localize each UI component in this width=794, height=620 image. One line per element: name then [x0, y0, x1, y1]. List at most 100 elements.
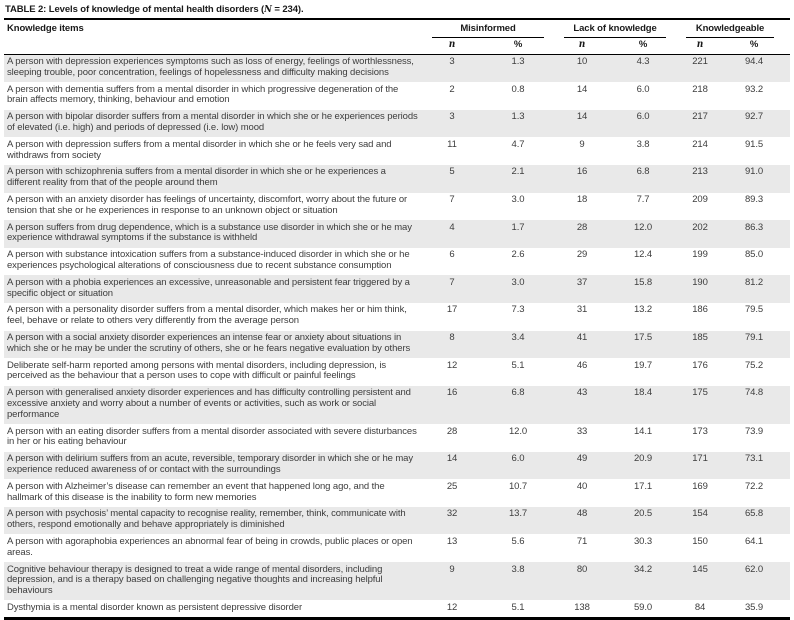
- table-row: Deliberate self-harm reported among pers…: [4, 358, 790, 386]
- count-cell: 28: [576, 221, 588, 233]
- percent-cell: 89.3: [744, 194, 764, 206]
- percent-cell: 65.8: [744, 508, 764, 520]
- column-header-knowledge-items: Knowledge items: [7, 23, 84, 34]
- percent-cell: 73.9: [744, 425, 764, 437]
- table-row: A person suffers from drug dependence, w…: [4, 220, 791, 248]
- knowledge-item-cell: A person with a social anxiety disorder …: [7, 332, 411, 354]
- percent-cell: 75.2: [744, 359, 764, 371]
- group-header-row: Knowledge items Misinformed Lack of know…: [4, 20, 790, 38]
- table-row: A person with an anxiety disorder has fe…: [4, 193, 790, 221]
- percent-cell: 6.0: [636, 111, 650, 123]
- knowledge-item-cell: Deliberate self-harm reported among pers…: [7, 359, 387, 382]
- count-cell: 5: [449, 166, 455, 178]
- count-cell: 2: [449, 83, 455, 95]
- count-cell: 28: [446, 425, 458, 437]
- percent-cell: 3.8: [636, 138, 650, 150]
- count-cell: 13: [446, 535, 458, 547]
- knowledge-item-cell: A person suffers from drug dependence, w…: [7, 221, 412, 244]
- percent-cell: 91.0: [744, 166, 764, 178]
- table-title-suffix: = 234).: [271, 4, 304, 15]
- count-cell: 32: [446, 508, 458, 520]
- knowledge-item-cell: Dysthymia is a mental disorder known as …: [7, 601, 303, 613]
- percent-cell: 62.0: [744, 563, 764, 575]
- percent-cell: 1.7: [511, 221, 525, 233]
- knowledge-item-cell: A person with Alzheimer’s disease can re…: [7, 480, 385, 503]
- percent-cell: 4.3: [636, 56, 650, 68]
- table-row: A person with depression experiences sym…: [4, 54, 791, 83]
- group-label: Lack of knowledge: [564, 23, 667, 38]
- count-cell: 3: [449, 56, 455, 68]
- subheader-percent: %: [749, 38, 759, 50]
- percent-cell: 15.8: [633, 276, 653, 288]
- table-row: A person with agoraphobia experiences an…: [4, 534, 790, 562]
- count-cell: 10: [576, 56, 588, 68]
- count-cell: 12: [446, 359, 458, 371]
- table-row: A person with depression suffers from a …: [4, 137, 790, 165]
- percent-cell: 93.2: [744, 83, 764, 95]
- count-cell: 4: [449, 221, 455, 233]
- count-cell: 186: [692, 304, 708, 316]
- count-cell: 145: [692, 563, 708, 575]
- count-cell: 14: [446, 453, 458, 465]
- count-cell: 46: [576, 359, 588, 371]
- percent-cell: 17.1: [633, 480, 653, 492]
- percent-cell: 85.0: [744, 249, 764, 261]
- percent-cell: 92.7: [744, 111, 764, 123]
- percent-cell: 81.2: [744, 276, 764, 288]
- knowledge-item-cell: A person with an eating disorder suffers…: [7, 425, 417, 448]
- table-row: A person with Alzheimer’s disease can re…: [4, 479, 790, 507]
- knowledge-item-cell: A person with delirium suffers from an a…: [7, 453, 413, 475]
- count-cell: 84: [694, 601, 706, 613]
- knowledge-item-cell: A person with bipolar disorder suffers f…: [7, 111, 418, 134]
- count-cell: 209: [692, 194, 708, 206]
- table-row: Dysthymia is a mental disorder known as …: [4, 600, 790, 617]
- table-row: A person with generalised anxiety disord…: [4, 385, 791, 425]
- knowledge-table: Knowledge items Misinformed Lack of know…: [4, 20, 791, 617]
- count-cell: 48: [576, 508, 588, 520]
- percent-cell: 6.0: [636, 83, 650, 95]
- table-title: TABLE 2: Levels of knowledge of mental h…: [4, 2, 790, 20]
- percent-cell: 72.2: [744, 480, 764, 492]
- count-cell: 18: [576, 194, 588, 206]
- table-header: Knowledge items Misinformed Lack of know…: [4, 20, 791, 55]
- count-cell: 213: [692, 166, 708, 178]
- percent-cell: 5.1: [511, 359, 525, 371]
- table-row: A person with a phobia experiences an ex…: [4, 275, 791, 303]
- percent-cell: 6.8: [511, 387, 525, 399]
- knowledge-item-cell: A person with depression suffers from a …: [7, 138, 392, 161]
- percent-cell: 35.9: [744, 601, 764, 613]
- count-cell: 169: [692, 480, 708, 492]
- count-cell: 171: [692, 453, 708, 465]
- table-body: A person with depression experiences sym…: [4, 54, 791, 617]
- group-header-knowledgeable: Knowledgeable: [682, 20, 790, 38]
- count-cell: 16: [446, 387, 458, 399]
- knowledge-item-cell: A person with agoraphobia experiences an…: [7, 535, 413, 558]
- percent-cell: 2.6: [511, 249, 525, 261]
- table-title-n-symbol: N: [264, 4, 272, 15]
- count-cell: 71: [576, 535, 588, 547]
- knowledge-item-cell: A person with an anxiety disorder has fe…: [7, 194, 408, 216]
- count-cell: 29: [576, 249, 588, 261]
- count-cell: 7: [449, 194, 455, 206]
- percent-cell: 14.1: [633, 425, 653, 437]
- count-cell: 185: [692, 332, 708, 344]
- percent-cell: 3.4: [511, 332, 525, 344]
- count-cell: 43: [576, 387, 588, 399]
- percent-cell: 59.0: [633, 601, 653, 613]
- table-row: A person with a social anxiety disorder …: [4, 330, 791, 359]
- count-cell: 33: [576, 425, 588, 437]
- percent-cell: 7.3: [511, 304, 525, 316]
- knowledge-item-cell: A person with psychosis’ mental capacity…: [7, 508, 406, 531]
- count-cell: 37: [576, 276, 588, 288]
- sub-header-row: n % n % n %: [4, 38, 790, 54]
- table-row: A person with substance intoxication suf…: [4, 248, 790, 276]
- percent-cell: 73.1: [744, 453, 764, 465]
- count-cell: 9: [579, 138, 585, 150]
- percent-cell: 10.7: [508, 480, 528, 492]
- count-cell: 41: [576, 332, 588, 344]
- count-cell: 80: [576, 563, 588, 575]
- table-row: A person with dementia suffers from a me…: [4, 82, 790, 110]
- subheader-n: n: [696, 38, 704, 50]
- percent-cell: 5.1: [511, 601, 525, 613]
